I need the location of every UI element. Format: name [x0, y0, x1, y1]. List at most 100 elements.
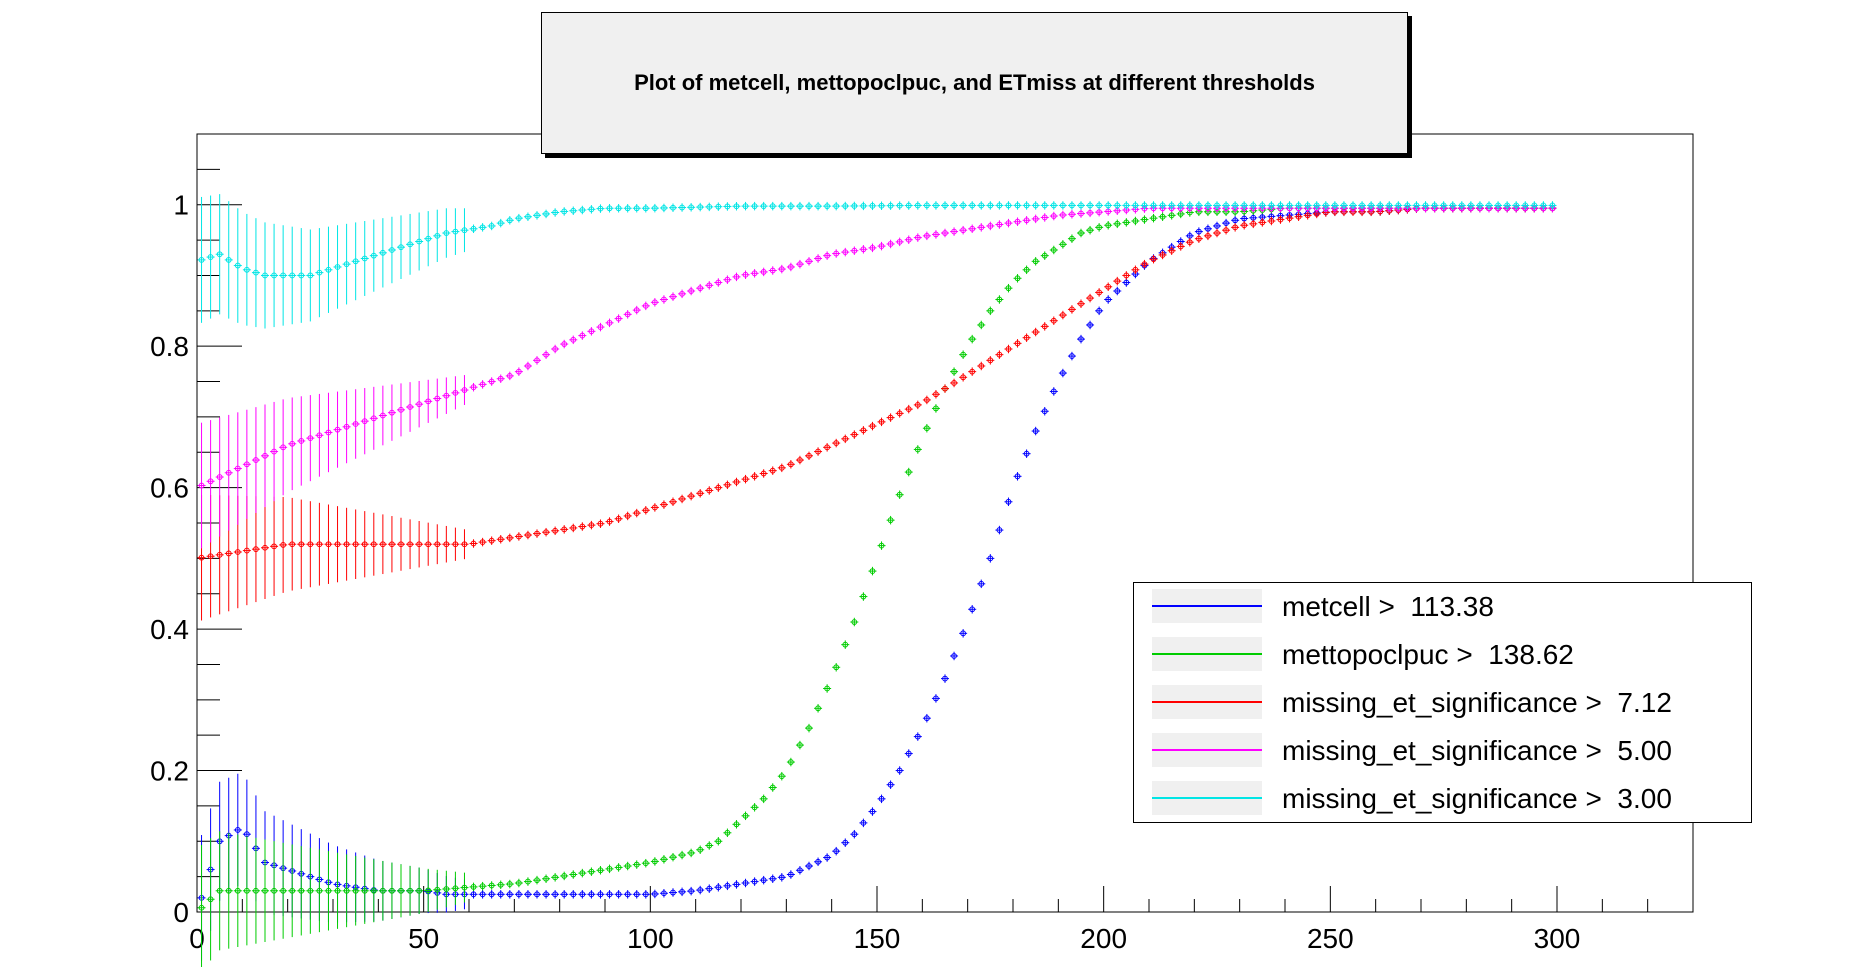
- data-point: [1023, 217, 1030, 224]
- data-point: [1214, 223, 1220, 229]
- data-point: [806, 725, 812, 732]
- data-point: [624, 205, 631, 212]
- data-point: [951, 368, 957, 375]
- data-point: [506, 217, 513, 224]
- data-point: [597, 520, 604, 527]
- data-point: [389, 409, 395, 416]
- data-point: [398, 406, 404, 413]
- data-point: [896, 202, 903, 209]
- data-point: [679, 204, 685, 211]
- data-point: [479, 883, 486, 890]
- data-point: [280, 542, 287, 548]
- data-point: [398, 887, 404, 894]
- data-point: [588, 868, 595, 875]
- data-point: [1350, 202, 1356, 209]
- data-point: [370, 415, 377, 422]
- data-point: [1268, 202, 1275, 209]
- data-point: [316, 269, 323, 276]
- data-point: [1205, 225, 1211, 232]
- data-point: [479, 539, 486, 545]
- data-point: [1141, 261, 1148, 268]
- data-point: [960, 227, 967, 234]
- data-point: [1232, 217, 1239, 224]
- data-point: [234, 887, 241, 894]
- data-point: [987, 202, 994, 209]
- data-point: [697, 846, 704, 853]
- data-point: [307, 435, 314, 442]
- data-point: [1295, 202, 1302, 209]
- data-point: [1050, 202, 1057, 209]
- data-point: [1032, 428, 1039, 434]
- data-point: [960, 630, 967, 637]
- data-point: [878, 243, 885, 250]
- data-point: [633, 205, 640, 212]
- data-point: [724, 829, 731, 836]
- data-point: [234, 262, 241, 269]
- data-point: [1286, 202, 1293, 209]
- data-point: [787, 871, 794, 878]
- data-point: [1404, 202, 1411, 209]
- data-point: [706, 282, 713, 289]
- data-point: [1069, 211, 1075, 218]
- data-point: [960, 351, 967, 358]
- legend-entry-metcell: metcell > 113.38: [1152, 589, 1737, 623]
- data-point: [1132, 218, 1139, 224]
- data-point: [1005, 220, 1012, 227]
- data-point: [933, 391, 939, 398]
- data-point: [1477, 202, 1483, 209]
- data-point: [969, 606, 976, 613]
- data-point: [769, 467, 776, 474]
- data-point: [1005, 346, 1012, 352]
- data-point: [588, 522, 595, 529]
- data-point: [724, 276, 731, 283]
- data-point: [869, 244, 876, 251]
- data-point: [425, 235, 432, 242]
- data-point: [751, 878, 758, 885]
- data-point: [488, 378, 495, 385]
- data-point: [1377, 202, 1384, 209]
- data-point: [978, 322, 985, 328]
- data-point: [461, 884, 468, 891]
- data-point: [933, 695, 939, 702]
- data-point: [1078, 202, 1084, 209]
- data-point: [343, 423, 350, 430]
- data-point: [479, 381, 486, 388]
- data-point: [905, 406, 912, 413]
- data-point: [452, 885, 459, 892]
- data-point: [905, 750, 912, 757]
- data-point: [670, 498, 676, 505]
- data-point: [1214, 230, 1220, 236]
- data-point: [334, 887, 341, 894]
- data-point: [361, 255, 368, 262]
- data-point: [778, 874, 785, 881]
- data-point: [724, 882, 731, 889]
- legend-label: metcell > 113.38: [1282, 591, 1494, 622]
- data-point: [733, 881, 740, 888]
- legend-entry-met-sig-500: missing_et_significance > 5.00: [1152, 733, 1737, 767]
- data-point: [860, 246, 867, 253]
- data-point: [715, 203, 722, 210]
- data-point: [887, 781, 894, 788]
- data-point: [470, 540, 477, 547]
- data-point: [1359, 202, 1365, 209]
- data-point: [243, 461, 250, 468]
- data-point: [1168, 212, 1175, 219]
- data-point: [1096, 224, 1103, 231]
- data-point: [887, 517, 894, 524]
- data-point: [706, 203, 713, 210]
- data-point: [715, 838, 722, 845]
- data-point: [207, 896, 214, 903]
- data-point: [1422, 202, 1429, 209]
- data-point: [298, 272, 305, 279]
- data-point: [1395, 202, 1402, 209]
- data-point: [797, 867, 803, 874]
- data-point: [642, 205, 649, 212]
- data-point: [253, 457, 259, 463]
- data-point: [996, 202, 1003, 209]
- data-point: [243, 266, 250, 273]
- data-point: [1005, 202, 1012, 209]
- data-point: [1205, 232, 1211, 239]
- legend-entry-mettopoclpuc: mettopoclpuc > 138.62: [1152, 637, 1737, 671]
- data-point: [1078, 210, 1084, 217]
- data-point: [679, 852, 685, 858]
